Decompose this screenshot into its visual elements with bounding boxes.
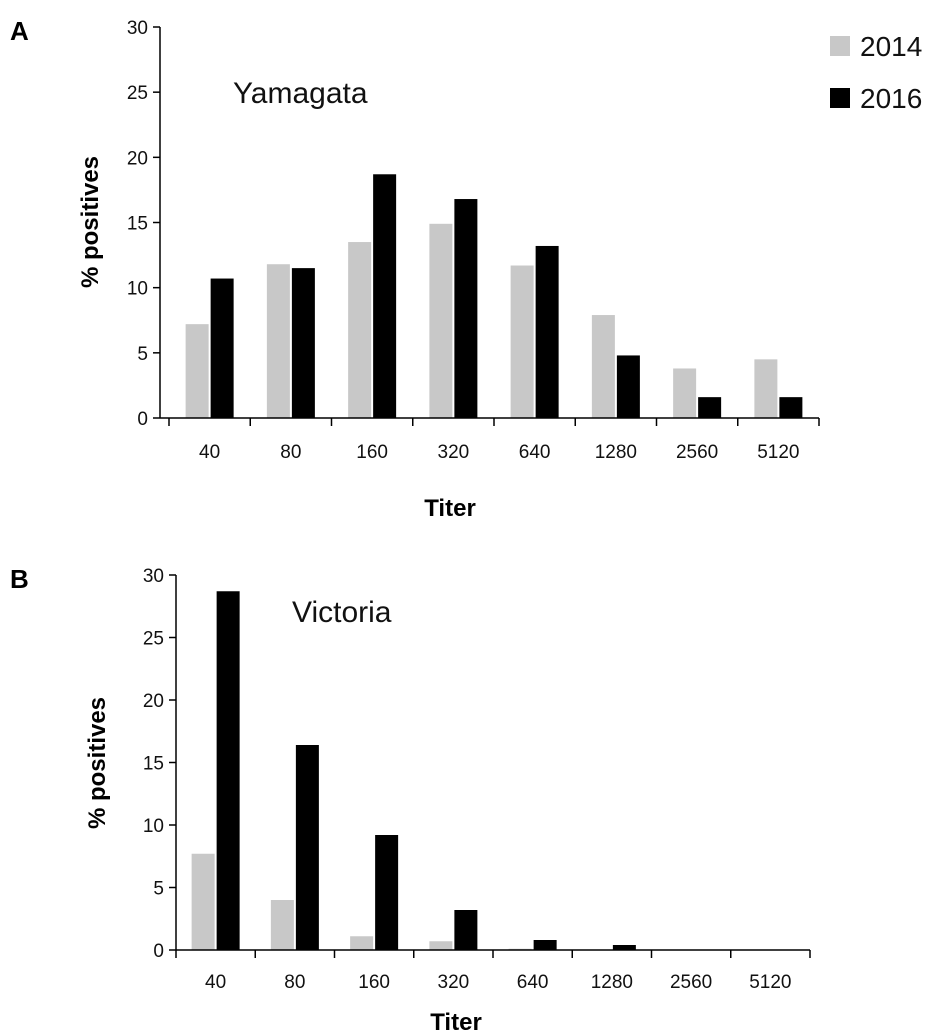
panel-b-x-tick-label-2560: 2560 (670, 972, 712, 993)
panel-b-y-tick-label-10: 10 (143, 816, 164, 837)
panel-a-y-tick-label-20: 20 (127, 148, 148, 169)
panel-b-x-tick-label-1280: 1280 (591, 972, 633, 993)
panel-a-annotation: Yamagata (233, 77, 368, 110)
panel-a-y-tick-label-30: 30 (127, 18, 148, 39)
panel-b-y-tick-label-5: 5 (153, 879, 164, 900)
panel-b-bar-2016-320 (454, 910, 478, 950)
panel-a-bar-2016-160 (373, 174, 397, 418)
panel-b-x-tick-label-40: 40 (205, 972, 226, 993)
panel-b-bar-2016-640 (533, 940, 557, 950)
panel-b-bar-2014-160 (350, 936, 374, 950)
panel-a-bar-2014-40 (185, 324, 209, 418)
panel-b-bar-2014-320 (429, 941, 453, 950)
panel-b-bar-2014-40 (191, 853, 215, 950)
panel-a-x-tick-label-5120: 5120 (757, 442, 799, 463)
legend: 2014 2016 (830, 31, 922, 114)
panel-a-bar-2014-320 (429, 223, 453, 418)
panel-a-y-axis-title: % positives (77, 156, 104, 288)
panel-a-bar-2016-40 (210, 278, 234, 418)
panel-b-bar-2016-1280 (612, 945, 636, 950)
panel-b-x-tick-label-320: 320 (438, 972, 470, 993)
panel-b-x-tick-label-640: 640 (517, 972, 549, 993)
panel-b-bar-2016-40 (216, 591, 240, 950)
panel-b-x-tick-label-5120: 5120 (749, 972, 791, 993)
panel-a-bar-2014-1280 (591, 315, 615, 418)
panel-a-x-tick-label-640: 640 (519, 442, 551, 463)
panel-a-x-tick-label-80: 80 (280, 442, 301, 463)
panel-a-y-tick-label-25: 25 (127, 83, 148, 104)
panel-a-x-tick-label-40: 40 (199, 442, 220, 463)
panel-b-letter: B (10, 564, 29, 594)
panel-b-y-tick-label-25: 25 (143, 629, 164, 650)
panel-a-x-tick-label-2560: 2560 (676, 442, 718, 463)
panel-a-bar-2014-160 (348, 242, 372, 418)
panel-a-bar-2014-80 (266, 264, 290, 418)
panel-a-y-tick-label-0: 0 (137, 409, 148, 430)
panel-a-bar-2016-320 (454, 199, 478, 418)
panel-a-bar-2014-640 (510, 265, 534, 418)
panel-b-bar-2016-80 (295, 745, 319, 950)
panel-a-x-tick-label-1280: 1280 (595, 442, 637, 463)
panel-a-x-tick-label-160: 160 (356, 442, 388, 463)
panel-b-y-tick-label-30: 30 (143, 566, 164, 587)
panel-a-bar-2016-2560 (698, 397, 722, 418)
panel-b-y-tick-label-15: 15 (143, 754, 164, 775)
panel-a-letter: A (10, 16, 29, 46)
panel-a-yamagata-chart: A Yamagata % positives Titer 0 5 10 15 20 25 3… (10, 16, 820, 522)
panel-b-bar-2014-80 (270, 900, 294, 950)
panel-a-y-tick-label-5: 5 (137, 344, 148, 365)
panel-a-bar-2016-1280 (616, 355, 640, 418)
panel-a-bar-2014-5120 (754, 359, 778, 418)
panel-b-y-tick-label-20: 20 (143, 691, 164, 712)
panel-b-bar-2016-160 (375, 835, 399, 950)
panel-a-x-axis-title: Titer (424, 495, 476, 522)
panel-b-annotation: Victoria (292, 596, 392, 629)
panel-a-bar-2016-5120 (779, 397, 803, 418)
panel-a-bar-2014-2560 (673, 368, 697, 418)
panel-a-y-tick-label-10: 10 (127, 279, 148, 300)
legend-swatch-2014 (830, 36, 850, 56)
panel-b-x-tick-label-160: 160 (358, 972, 390, 993)
legend-label-2016: 2016 (860, 83, 922, 114)
panel-b-y-axis-title: % positives (84, 697, 111, 829)
panel-a-bar-2016-640 (535, 245, 559, 418)
panel-a-y-tick-label-15: 15 (127, 214, 148, 235)
panel-b-victoria-chart: B Victoria % positives Titer 0 5 10 15 20 25 3… (10, 564, 811, 1036)
panel-b-x-axis-title: Titer (430, 1009, 482, 1036)
legend-swatch-2016 (830, 88, 850, 108)
panel-a-plot-area: 0 5 10 15 20 25 30 40 80 160 320 640 1280 2560 5120 (127, 18, 820, 463)
legend-label-2014: 2014 (860, 31, 922, 62)
panel-a-bar-2016-80 (291, 268, 315, 418)
panel-b-y-tick-label-0: 0 (153, 941, 164, 962)
panel-b-x-tick-label-80: 80 (284, 972, 305, 993)
panel-b-plot-area: 0 5 10 15 20 25 30 40 80 160 320 640 1280 2560 5120 (143, 566, 811, 993)
panel-a-x-tick-label-320: 320 (438, 442, 470, 463)
